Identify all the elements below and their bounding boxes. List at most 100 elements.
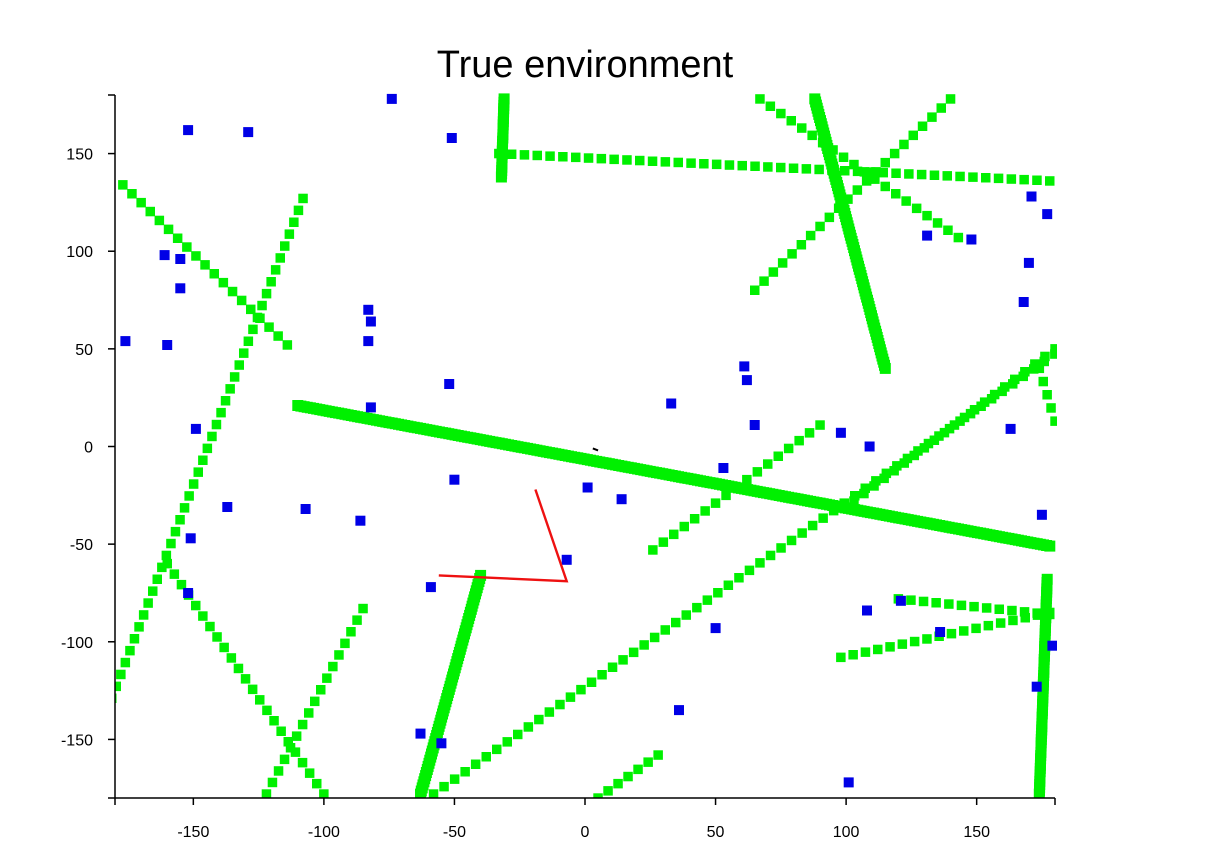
wall-marker bbox=[219, 642, 229, 653]
wall-2 bbox=[495, 93, 510, 183]
wall-marker bbox=[794, 435, 804, 446]
wall-marker bbox=[828, 505, 839, 516]
wall-marker bbox=[909, 636, 920, 647]
wall-marker bbox=[534, 714, 544, 725]
wall-marker bbox=[470, 759, 481, 769]
wall-marker bbox=[700, 506, 710, 516]
wall-marker bbox=[118, 180, 128, 190]
wall-marker bbox=[873, 644, 883, 655]
wall-marker bbox=[759, 276, 769, 286]
wall-marker bbox=[293, 205, 304, 216]
wall-marker bbox=[788, 163, 799, 173]
wall-marker bbox=[154, 215, 165, 226]
wall-marker bbox=[807, 520, 818, 531]
wall-marker bbox=[777, 258, 788, 268]
wall-marker bbox=[266, 277, 276, 287]
wall-marker bbox=[897, 639, 908, 649]
landmark-point bbox=[175, 283, 186, 294]
wall-marker bbox=[710, 498, 721, 508]
wall-marker bbox=[692, 602, 702, 613]
wall-marker bbox=[955, 171, 965, 182]
wall-marker bbox=[502, 737, 512, 747]
wall-15 bbox=[593, 750, 663, 798]
wall-marker bbox=[969, 405, 980, 415]
landmark-point bbox=[415, 728, 426, 739]
wall-marker bbox=[904, 169, 914, 179]
wall-marker bbox=[949, 420, 960, 430]
wall-marker bbox=[428, 789, 439, 798]
wall-marker bbox=[494, 148, 504, 159]
wall-marker bbox=[783, 443, 794, 454]
wall-marker bbox=[815, 420, 825, 430]
wall-marker bbox=[523, 722, 534, 732]
wall-marker bbox=[220, 396, 231, 406]
landmark-point bbox=[1031, 681, 1042, 692]
wall-marker bbox=[865, 167, 876, 177]
wall-marker bbox=[959, 412, 970, 423]
wall-marker bbox=[513, 729, 523, 740]
landmark-point bbox=[843, 777, 854, 788]
wall-marker bbox=[817, 137, 828, 148]
wall-marker bbox=[936, 103, 946, 113]
wall-marker bbox=[768, 267, 779, 277]
wall-7 bbox=[755, 94, 964, 243]
wall-marker bbox=[623, 771, 633, 782]
wall-marker bbox=[814, 164, 824, 175]
wall-marker bbox=[1007, 605, 1017, 616]
wall-marker bbox=[157, 562, 167, 573]
landmarks-layer bbox=[120, 93, 1057, 788]
landmark-point bbox=[710, 623, 721, 634]
wall-marker bbox=[889, 148, 900, 159]
wall-marker bbox=[850, 491, 860, 501]
landmark-point bbox=[895, 595, 906, 606]
wall-marker bbox=[145, 206, 155, 217]
wall-marker bbox=[721, 490, 731, 501]
wall-marker bbox=[184, 491, 194, 501]
wall-marker bbox=[279, 754, 290, 765]
wall-marker bbox=[495, 171, 507, 183]
wall-marker bbox=[1019, 607, 1030, 617]
wall-marker bbox=[262, 705, 272, 716]
y-tick-label: -100 bbox=[61, 635, 93, 652]
wall-marker bbox=[179, 503, 190, 513]
wall-marker bbox=[786, 535, 797, 546]
wall-marker bbox=[931, 598, 941, 608]
wall-marker bbox=[358, 603, 368, 614]
landmark-point bbox=[386, 93, 397, 104]
wall-marker bbox=[906, 595, 916, 605]
wall-marker bbox=[989, 389, 1000, 400]
landmark-point bbox=[300, 504, 311, 514]
wall-marker bbox=[603, 786, 613, 796]
y-tick-label: 50 bbox=[75, 342, 93, 359]
wall-marker bbox=[939, 427, 950, 438]
wall-marker bbox=[212, 632, 222, 642]
wall-marker bbox=[102, 705, 112, 715]
wall-marker bbox=[944, 599, 954, 609]
wall-marker bbox=[1038, 376, 1048, 387]
wall-marker bbox=[506, 149, 517, 159]
wall-marker bbox=[116, 669, 126, 680]
wall-marker bbox=[878, 167, 888, 178]
wall-marker bbox=[1008, 615, 1018, 626]
wall-marker bbox=[198, 611, 208, 621]
wall-marker bbox=[1044, 540, 1056, 552]
wall-marker bbox=[765, 550, 776, 561]
wall-marker bbox=[289, 217, 299, 227]
wall-marker bbox=[273, 766, 284, 776]
wall-marker bbox=[1061, 342, 1071, 352]
wall-marker bbox=[971, 623, 981, 634]
wall-marker bbox=[586, 677, 597, 687]
wall-4 bbox=[118, 180, 293, 350]
wall-marker bbox=[909, 450, 919, 461]
wall-marker bbox=[755, 558, 765, 568]
wall-marker bbox=[742, 474, 752, 485]
wall-marker bbox=[731, 482, 742, 493]
wall-marker bbox=[818, 513, 828, 523]
wall-marker bbox=[1033, 788, 1045, 798]
wall-marker bbox=[216, 407, 226, 418]
wall-marker bbox=[889, 466, 899, 476]
wall-marker bbox=[576, 684, 586, 695]
wall-marker bbox=[209, 269, 219, 279]
wall-9 bbox=[162, 558, 329, 798]
wall-marker bbox=[956, 600, 967, 611]
